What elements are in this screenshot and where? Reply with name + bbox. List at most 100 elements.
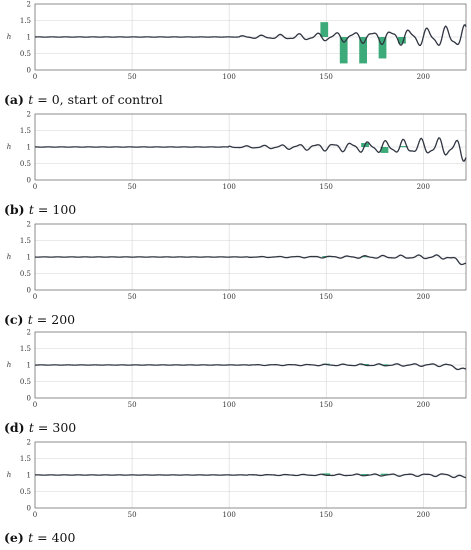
x-tick-label: 50 [128,293,137,301]
x-tick-label: 0 [33,511,37,519]
x-tick-label: 150 [320,183,333,191]
x-tick-label: 0 [33,401,37,409]
y-tick-label: 1 [27,472,31,480]
panel-caption: (b) t = 100 [4,202,76,217]
x-tick-label: 100 [222,73,235,81]
chart-panel-2: 0 50 100 150 200 0 0.5 1 1.5 2 h (c) t = 200 [4,221,467,327]
caption-variable: t [28,312,34,327]
x-tick-label: 0 [33,183,37,191]
plot-frame [34,441,467,509]
x-tick-label: 50 [128,401,137,409]
caption-tag: (d) [4,420,29,435]
actuator-bar [361,474,369,476]
y-axis-label: h [7,253,12,261]
actuator-bar [380,473,389,475]
y-tick-label: 2 [27,111,31,119]
y-tick-label: 2 [27,1,31,9]
caption-variable: t [29,420,35,435]
caption-variable: t [29,202,35,217]
actuator-bar [380,147,389,153]
y-tick-label: 1 [27,144,31,152]
caption-text: = 300 [34,420,76,435]
y-tick-label: 0.5 [20,160,31,168]
chart-panel-4: 0 50 100 150 200 0 0.5 1 1.5 2 h (e) t = 400 [4,439,467,545]
caption-text: = 100 [34,202,76,217]
height-series-line [34,137,467,162]
actuator-bar [359,37,367,64]
height-series-line [34,23,467,47]
x-tick-label: 0 [33,73,37,81]
x-tick-label: 0 [33,293,37,301]
y-tick-label: 0 [27,395,31,403]
y-tick-label: 0.5 [20,488,31,496]
chart-panel-0: 0 50 100 150 200 0 0.5 1 1.5 2 h (a) t = 0, start o… [4,1,467,107]
x-tick-label: 200 [417,183,430,191]
y-tick-label: 1 [27,34,31,42]
panel-caption: (a) t = 0, start of control [4,92,163,107]
actuator-bar [378,37,387,59]
x-tick-label: 100 [222,401,235,409]
y-tick-label: 0.5 [20,50,31,58]
x-tick-label: 200 [417,511,430,519]
actuator-bar [361,256,369,258]
y-axis-label: h [7,33,12,41]
actuator-bar [380,364,389,366]
y-tick-label: 1.5 [20,455,31,463]
chart-panel-3: 0 50 100 150 200 0 0.5 1 1.5 2 h (d) t = 300 [4,329,467,435]
x-tick-label: 150 [320,293,333,301]
y-tick-label: 1 [27,362,31,370]
y-tick-label: 2 [27,439,31,447]
caption-variable: t [28,92,34,107]
y-axis-label: h [7,143,12,151]
caption-text: = 0, start of control [33,92,162,107]
x-tick-label: 50 [128,73,137,81]
panel-caption: (d) t = 300 [4,420,76,435]
y-axis-label: h [7,361,12,369]
caption-tag: (b) [4,202,29,217]
x-tick-label: 200 [417,293,430,301]
plot-frame [34,223,467,291]
x-tick-label: 150 [320,511,333,519]
x-tick-label: 150 [320,401,333,409]
y-tick-label: 2 [27,221,31,229]
y-tick-label: 1 [27,254,31,262]
caption-tag: (a) [4,92,28,107]
height-series-line [34,473,467,479]
y-tick-label: 0 [27,67,31,75]
height-series-line [34,254,467,266]
x-tick-label: 50 [128,183,137,191]
actuator-bar [339,37,348,64]
y-axis-label: h [7,471,12,479]
panel-caption: (c) t = 200 [4,312,75,327]
y-tick-label: 1.5 [20,127,31,135]
y-tick-label: 1.5 [20,17,31,25]
actuator-bar [399,146,408,148]
caption-text: = 200 [33,312,75,327]
y-tick-label: 2 [27,329,31,337]
x-tick-label: 100 [222,293,235,301]
caption-text: = 400 [33,530,75,545]
y-tick-label: 1.5 [20,345,31,353]
height-series-line [34,363,467,371]
caption-tag: (c) [4,312,28,327]
actuator-bar [398,37,406,44]
y-tick-label: 1.5 [20,237,31,245]
actuator-bar [320,22,329,37]
y-tick-label: 0 [27,177,31,185]
caption-tag: (e) [4,530,28,545]
y-tick-label: 0.5 [20,270,31,278]
x-tick-label: 100 [222,511,235,519]
actuator-bar [322,473,331,475]
x-tick-label: 50 [128,511,137,519]
x-tick-label: 150 [320,73,333,81]
caption-variable: t [28,530,34,545]
y-tick-label: 0 [27,287,31,295]
x-tick-label: 200 [417,401,430,409]
y-tick-label: 0 [27,505,31,513]
x-tick-label: 200 [417,73,430,81]
chart-panel-1: 0 50 100 150 200 0 0.5 1 1.5 2 h (b) t = 100 [4,111,467,217]
y-tick-label: 0.5 [20,378,31,386]
panel-caption: (e) t = 400 [4,530,75,545]
x-tick-label: 100 [222,183,235,191]
